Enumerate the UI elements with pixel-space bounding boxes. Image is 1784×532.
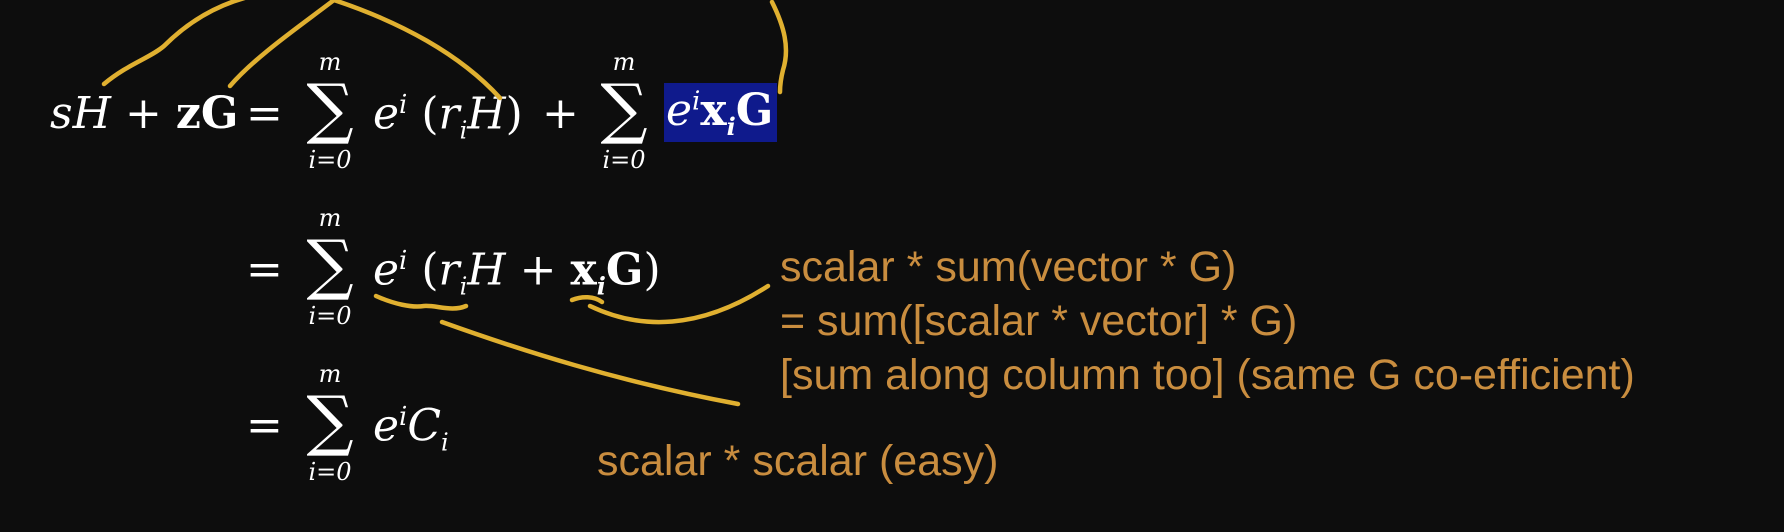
plus-operator: + [542, 88, 579, 139]
subscript-i: i [459, 272, 468, 301]
exponent-i: i [399, 402, 408, 432]
exponent-i: i [399, 246, 408, 276]
sum-lower-limit: i=0 [308, 302, 352, 330]
subscript-i: i [596, 271, 606, 301]
symbol-e: e [373, 244, 400, 296]
symbol-r: r [438, 88, 460, 140]
vector-G: G [200, 88, 239, 139]
symbol-r: r [438, 244, 460, 296]
sum-lower-limit: i=0 [308, 458, 352, 486]
vector-G: G [735, 84, 774, 136]
ink-underbrace-e-r [373, 293, 469, 311]
symbol-H: H [467, 244, 506, 296]
annotation-line-3: [sum along column too] (same G co-effici… [780, 351, 1635, 399]
annotation-line-2: = sum([scalar * vector] * G) [780, 297, 1298, 345]
ink-pointer-to-vector-note [587, 283, 771, 325]
ink-arc-middle [227, 0, 503, 101]
symbol-C: C [407, 400, 442, 452]
annotation-scalar-note: scalar * scalar (easy) [597, 437, 999, 485]
equals-sign-line-2: = [246, 244, 283, 295]
subscript-i: i [459, 116, 468, 145]
exponent-i: i [399, 90, 408, 120]
symbol-H: H [72, 88, 111, 139]
vector-G: G [605, 244, 644, 296]
vector-x: x [700, 84, 727, 136]
sum-upper-limit: m [612, 48, 636, 76]
ink-pointer-to-scalar-note [439, 319, 741, 407]
symbol-e: e [373, 88, 400, 140]
sum-upper-limit: m [318, 360, 342, 388]
ink-curve-right [769, 0, 789, 95]
vector-z: z [175, 88, 201, 139]
sum-upper-limit: m [318, 204, 342, 232]
sigma-symbol: ∑ [306, 70, 354, 147]
highlighted-term-e-x-G: eixiG [664, 82, 778, 142]
symbol-s: s [50, 88, 73, 139]
right-paren: ) [505, 88, 523, 140]
right-paren: ) [643, 244, 661, 296]
plus-operator: + [519, 244, 557, 296]
plus-operator: + [124, 88, 162, 139]
sigma-symbol: ∑ [600, 70, 648, 147]
annotation-line-1: scalar * sum(vector * G) [780, 243, 1237, 291]
sigma-symbol: ∑ [306, 382, 354, 459]
sum-upper-limit: m [318, 48, 342, 76]
sigma-symbol: ∑ [306, 226, 354, 303]
sum-lower-limit: i=0 [602, 146, 646, 174]
term-e-C: eiCi [373, 404, 449, 454]
equals-sign-line-3: = [246, 400, 283, 451]
equation-line-1-lhs: sH + zG [50, 92, 238, 136]
ink-arc-left [101, 0, 246, 87]
symbol-e: e [373, 400, 400, 452]
sum-lower-limit: i=0 [308, 146, 352, 174]
left-paren: ( [421, 244, 439, 296]
left-paren: ( [421, 88, 439, 140]
term-e-rH-plus-xG: ei (riH + xiG) [373, 248, 661, 298]
subscript-i: i [441, 428, 449, 457]
subscript-i: i [726, 111, 736, 141]
text-selection-highlight: eixiG [664, 82, 778, 142]
exponent-i: i [692, 86, 701, 116]
vector-x: x [570, 244, 597, 296]
equals-sign-line-1: = [246, 88, 283, 139]
symbol-e: e [666, 84, 693, 136]
ink-underbrace-x [569, 295, 605, 305]
